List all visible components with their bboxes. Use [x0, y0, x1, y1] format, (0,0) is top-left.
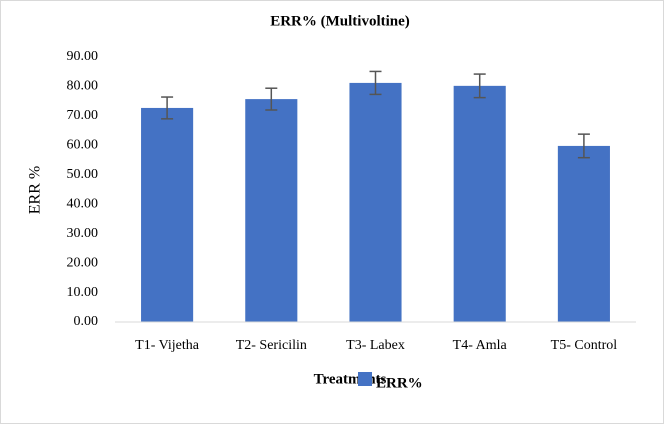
x-tick-label: T5- Control [551, 338, 618, 353]
x-tick-label: T1- Vijetha [135, 338, 200, 353]
bar [557, 145, 610, 322]
y-tick-label: 60.00 [67, 138, 99, 153]
y-tick-label: 80.00 [67, 79, 99, 94]
legend-label: ERR% [376, 375, 423, 391]
y-tick-label: 0.00 [74, 314, 99, 329]
bar [141, 107, 194, 322]
y-tick-label: 70.00 [67, 108, 99, 123]
y-tick-label: 10.00 [67, 285, 99, 300]
x-tick-label: T3- Labex [346, 338, 405, 353]
legend-swatch [358, 372, 372, 386]
bar [453, 85, 506, 322]
chart-title: ERR% (Multivoltine) [270, 13, 410, 29]
y-tick-label: 30.00 [67, 226, 99, 241]
y-axis-label: ERR % [27, 166, 44, 214]
y-tick-label: 20.00 [67, 255, 99, 270]
x-tick-label: T2- Sericilin [236, 338, 307, 353]
y-tick-label: 40.00 [67, 196, 99, 211]
bar [245, 99, 298, 322]
x-tick-label: T4- Amla [453, 338, 508, 353]
y-tick-label: 90.00 [67, 49, 99, 64]
bar [349, 82, 402, 323]
y-tick-label: 50.00 [67, 167, 99, 182]
